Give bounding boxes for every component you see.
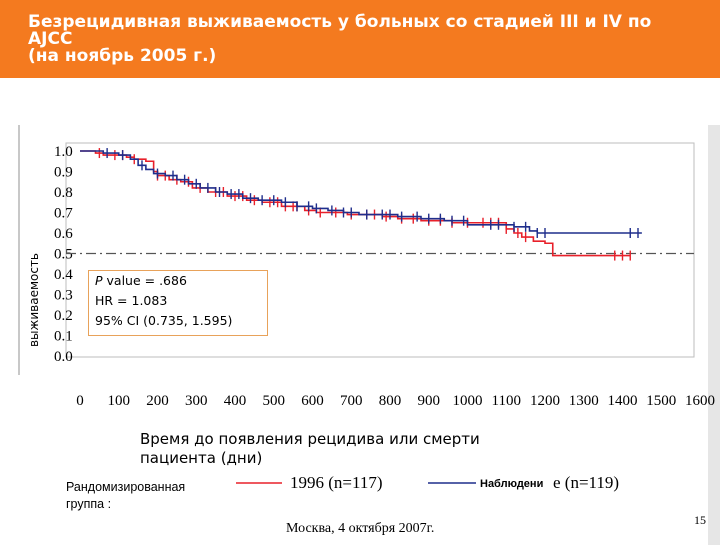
y-tick-label: 0.7 (54, 206, 73, 222)
legend-group-label: Рандомизированная группа : (66, 480, 186, 511)
x-tick-label: 700 (340, 393, 363, 409)
x-tick-label: 1100 (492, 393, 521, 409)
page-number: 15 (694, 513, 706, 527)
y-tick-label: 1.0 (54, 144, 73, 160)
confidence-interval: 95% CI (0.735, 1.595) (95, 313, 233, 328)
x-tick-labels: 0 100 200 300 400 500 600 700 800 900 1000 1100 1200… (76, 393, 715, 409)
legend-series-2-label: Наблюдени (480, 478, 544, 490)
x-tick-label: 100 (108, 393, 131, 409)
p-letter: P (95, 273, 103, 288)
y-tick-label: 0.5 (54, 247, 73, 263)
survival-curve-1 (80, 150, 631, 257)
title-banner: Безрецидивная выживаемость у больных со … (0, 0, 720, 78)
x-tick-label: 400 (224, 393, 247, 409)
survival-curve-2 (80, 150, 642, 234)
x-tick-label: 1200 (530, 393, 560, 409)
x-tick-label: 1500 (646, 393, 676, 409)
y-tick-label: 0.1 (54, 329, 73, 345)
x-tick-label: 1400 (608, 393, 638, 409)
y-tick-label: 0.4 (54, 267, 73, 283)
right-decor-bar (708, 125, 720, 545)
x-tick-label: 600 (301, 393, 324, 409)
survival-curves (80, 148, 642, 261)
footer-text: Москва, 4 октября 2007г. (286, 521, 435, 536)
x-tick-label: 800 (379, 393, 402, 409)
plot-frame (65, 142, 695, 358)
x-tick-label: 1300 (569, 393, 599, 409)
x-tick-label: 1000 (453, 393, 483, 409)
hazard-ratio: HR = 1.083 (95, 293, 168, 308)
x-tick-label: 900 (418, 393, 441, 409)
stats-box: P value = .686 HR = 1.083 95% CI (0.735,… (88, 270, 268, 336)
x-tick-label: 200 (146, 393, 169, 409)
y-tick-label: 0.2 (54, 308, 73, 324)
y-tick-labels: 1.0 0.9 0.8 0.7 0.6 0.5 0.4 0.3 0.2 0.1 0.0 (54, 144, 73, 365)
legend-series-1-label: 1996 (n=117) (290, 473, 383, 492)
x-tick-label: 500 (263, 393, 286, 409)
y-tick-label: 0.0 (54, 349, 73, 365)
p-value-line: P value = .686 (95, 271, 267, 291)
x-tick-label: 0 (76, 393, 84, 409)
x-axis-label: Время до появления рецидива или смерти п… (140, 430, 480, 467)
y-tick-label: 0.3 (54, 288, 73, 304)
x-tick-label: 300 (185, 393, 208, 409)
y-tick-label: 0.9 (54, 165, 73, 181)
p-value: value = .686 (102, 273, 187, 288)
y-tick-label: 0.6 (54, 226, 73, 242)
left-decor-rule (18, 125, 20, 375)
slide-title: Безрецидивная выживаемость у больных со … (28, 12, 652, 66)
x-tick-label: 1600 (685, 393, 715, 409)
legend-series-2-count: e (n=119) (553, 473, 620, 492)
y-tick-label: 0.8 (54, 185, 73, 201)
